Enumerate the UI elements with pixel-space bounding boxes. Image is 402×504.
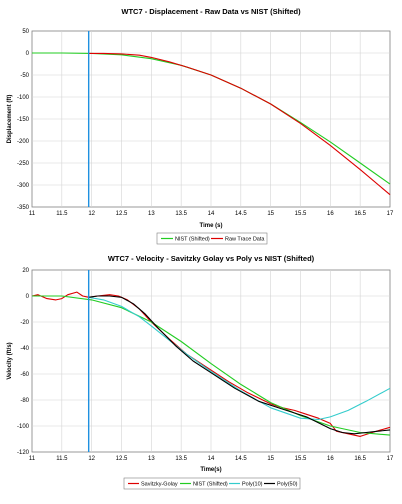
y-tick-label: -250 — [17, 161, 30, 167]
y-tick-label: -100 — [17, 424, 30, 430]
legend-label-nist: NIST (Shifted) — [175, 237, 210, 243]
x-tick-label: 14 — [208, 456, 215, 462]
series-group — [32, 52, 391, 196]
x-tick-label: 11.5 — [56, 211, 68, 217]
y-tick-label: 20 — [22, 268, 29, 274]
x-tick-label: 11 — [29, 211, 36, 217]
x-axis-label: Time (s) — [200, 223, 223, 229]
y-tick-label: -150 — [17, 117, 30, 123]
x-tick-label: 17 — [387, 211, 394, 217]
y-tick-label: -350 — [17, 205, 30, 211]
x-tick-label: 15.5 — [295, 456, 307, 462]
x-tick-label: 11.5 — [56, 456, 68, 462]
y-tick-label: 50 — [22, 29, 29, 35]
chart-title: WTC7 - Displacement - Raw Data vs NIST (… — [121, 7, 301, 16]
x-tick-label: 17 — [387, 456, 394, 462]
x-tick-label: 16.5 — [354, 211, 366, 217]
x-tick-label: 16 — [327, 456, 334, 462]
x-tick-label: 13 — [148, 211, 155, 217]
x-tick-label: 15 — [267, 456, 274, 462]
legend-box — [123, 477, 301, 490]
x-tick-label: 14.5 — [235, 456, 247, 462]
series-line-poly-50 — [88, 295, 391, 435]
y-tick-label: -100 — [17, 95, 30, 101]
x-tick-label: 13.5 — [175, 211, 187, 217]
legend: NIST (Shifted) Raw Trace Data — [156, 232, 268, 245]
legend-label-nist: NIST (Shifted) — [193, 482, 228, 488]
y-tick-label: -20 — [20, 320, 29, 326]
y-tick-label: 0 — [26, 51, 30, 57]
x-tick-label: 16.5 — [354, 456, 366, 462]
x-tick-label: 15 — [267, 211, 274, 217]
x-tick-label: 12 — [88, 211, 95, 217]
y-tick-labels: 50 0 -50 -100 -150 -200 -250 -300 -350 — [17, 29, 30, 211]
x-tick-label: 12.5 — [116, 456, 128, 462]
legend-label-savitzky: Savitzky-Golay — [141, 482, 178, 488]
y-tick-label: -300 — [17, 183, 30, 189]
x-tick-labels: 11 11.5 12 12.5 13 13.5 14 14.5 15 15.5 16 16.5 17 — [29, 211, 394, 217]
x-tick-label: 12 — [88, 456, 95, 462]
y-tick-label: -120 — [17, 450, 30, 456]
x-tick-label: 12.5 — [116, 211, 128, 217]
legend-label-poly10: Poly(10) — [242, 482, 263, 488]
y-tick-label: -60 — [20, 372, 29, 378]
y-tick-label: -40 — [20, 346, 29, 352]
series-line-raw-trace-data — [88, 52, 391, 196]
legend: Savitzky-Golay NIST (Shifted) Poly(10) P… — [123, 477, 301, 490]
x-tick-label: 14 — [208, 211, 215, 217]
series-line-nist-shifted — [32, 295, 391, 436]
displacement-chart: 11 11.5 12 12.5 13 13.5 14 14.5 15 15.5 16 16.5 17 5… — [7, 7, 394, 245]
y-axis-label: Velocity (ft/s) — [7, 342, 13, 379]
series-line-poly-10 — [88, 296, 391, 421]
y-axis-label: Displacement (ft) — [7, 95, 13, 144]
x-tick-label: 11 — [29, 456, 36, 462]
x-axis-label: Time(s) — [200, 467, 221, 473]
y-tick-label: -200 — [17, 139, 30, 145]
x-tick-label: 14.5 — [235, 211, 247, 217]
legend-label-poly50: Poly(50) — [277, 482, 298, 488]
grid — [32, 31, 390, 207]
x-tick-label: 13.5 — [175, 456, 187, 462]
y-tick-labels: 20 0 -20 -40 -60 -80 -100 -120 — [17, 268, 30, 456]
x-tick-label: 16 — [327, 211, 334, 217]
legend-label-raw: Raw Trace Data — [225, 237, 265, 243]
y-tick-label: -80 — [20, 398, 29, 404]
chart-title: WTC7 - Velocity - Savitzky Golay vs Poly… — [108, 254, 315, 263]
y-tick-label: -50 — [20, 73, 29, 79]
x-tick-label: 15.5 — [295, 211, 307, 217]
grid — [32, 270, 390, 452]
x-tick-labels: 11 11.5 12 12.5 13 13.5 14 14.5 15 15.5 16 16.5 17 — [29, 456, 394, 462]
velocity-chart: 11 11.5 12 12.5 13 13.5 14 14.5 15 15.5 16 16.5 17 2… — [7, 254, 394, 490]
y-tick-label: 0 — [26, 294, 30, 300]
series-group — [31, 291, 391, 437]
x-tick-label: 13 — [148, 456, 155, 462]
